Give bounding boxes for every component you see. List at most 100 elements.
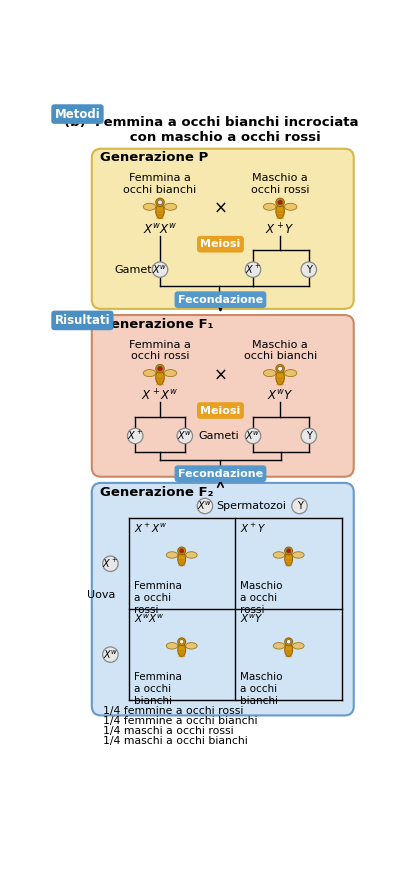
Ellipse shape [156, 217, 164, 219]
Ellipse shape [156, 378, 164, 379]
Text: Fecondazione: Fecondazione [178, 469, 263, 479]
Text: $X^wY$: $X^wY$ [240, 613, 263, 626]
Text: $X^w$: $X^w$ [152, 263, 168, 275]
Ellipse shape [285, 653, 293, 655]
Ellipse shape [285, 561, 293, 564]
Ellipse shape [156, 211, 164, 213]
Ellipse shape [276, 384, 284, 385]
Circle shape [245, 429, 261, 444]
Ellipse shape [284, 203, 297, 210]
Circle shape [285, 638, 293, 646]
Circle shape [245, 262, 261, 277]
Ellipse shape [276, 217, 284, 219]
Text: Generazione F₂: Generazione F₂ [100, 487, 213, 500]
Ellipse shape [178, 565, 185, 567]
Ellipse shape [166, 552, 178, 558]
Ellipse shape [164, 370, 177, 377]
Ellipse shape [276, 204, 284, 218]
Circle shape [301, 429, 316, 444]
Ellipse shape [156, 204, 164, 218]
Text: Maschio a
occhi rossi: Maschio a occhi rossi [251, 173, 309, 195]
Text: Femmina
a occhi
rossi: Femmina a occhi rossi [133, 582, 182, 614]
Ellipse shape [143, 203, 156, 210]
Circle shape [157, 200, 162, 205]
Text: $X^+$: $X^+$ [102, 557, 118, 570]
Ellipse shape [276, 380, 284, 383]
Ellipse shape [263, 203, 276, 210]
Ellipse shape [156, 380, 164, 383]
Text: 1/4 maschi a occhi rossi: 1/4 maschi a occhi rossi [103, 726, 233, 737]
FancyBboxPatch shape [92, 483, 354, 715]
Circle shape [103, 647, 118, 663]
Text: ×: × [213, 366, 227, 384]
Text: $X^wX^w$: $X^wX^w$ [133, 613, 164, 626]
Circle shape [178, 547, 185, 554]
Text: Maschio
a occhi
rossi: Maschio a occhi rossi [240, 582, 282, 614]
Text: Metodi: Metodi [55, 107, 101, 121]
Circle shape [127, 429, 143, 444]
Circle shape [103, 556, 118, 571]
Text: Fecondazione: Fecondazione [178, 295, 263, 304]
Ellipse shape [263, 370, 276, 377]
Circle shape [286, 549, 291, 554]
Ellipse shape [285, 565, 293, 567]
Ellipse shape [276, 378, 284, 379]
Ellipse shape [276, 211, 284, 213]
Ellipse shape [273, 552, 285, 558]
Ellipse shape [166, 642, 178, 649]
Ellipse shape [285, 559, 293, 561]
Ellipse shape [293, 642, 304, 649]
Text: 1/4 femmine a occhi rossi: 1/4 femmine a occhi rossi [103, 707, 243, 716]
Text: Generazione F₁: Generazione F₁ [100, 318, 213, 331]
Ellipse shape [285, 553, 293, 566]
Text: $X^wX^w$: $X^wX^w$ [143, 223, 177, 237]
Text: $X^w$: $X^w$ [177, 429, 192, 442]
Ellipse shape [178, 650, 185, 652]
Ellipse shape [285, 650, 293, 652]
Text: Maschio
a occhi
bianchi: Maschio a occhi bianchi [240, 672, 282, 706]
Ellipse shape [178, 553, 185, 566]
Text: Gameti: Gameti [115, 265, 156, 275]
Text: $X^wY$: $X^wY$ [267, 389, 293, 403]
Circle shape [180, 640, 184, 644]
Ellipse shape [178, 653, 185, 655]
Text: Femmina a
occhi rossi: Femmina a occhi rossi [129, 340, 191, 362]
Circle shape [157, 366, 162, 371]
Ellipse shape [156, 384, 164, 385]
Circle shape [178, 638, 185, 646]
Ellipse shape [178, 643, 185, 656]
Text: $X^w$: $X^w$ [245, 429, 261, 442]
Ellipse shape [276, 370, 284, 385]
FancyBboxPatch shape [92, 149, 354, 309]
Text: $X^+Y$: $X^+Y$ [240, 522, 267, 535]
Text: Y: Y [297, 501, 302, 511]
Ellipse shape [285, 643, 293, 656]
Text: Maschio a
occhi bianchi: Maschio a occhi bianchi [243, 340, 317, 362]
Text: ×: × [213, 200, 227, 217]
Circle shape [156, 198, 164, 207]
Text: Y: Y [306, 265, 312, 275]
Ellipse shape [284, 370, 297, 377]
Ellipse shape [276, 214, 284, 216]
Text: Risultati: Risultati [55, 314, 110, 327]
Circle shape [278, 366, 283, 371]
Ellipse shape [156, 214, 164, 216]
Circle shape [286, 640, 291, 644]
Text: $X^+X^w$: $X^+X^w$ [141, 388, 179, 404]
Ellipse shape [178, 559, 185, 561]
Text: $X^w$: $X^w$ [103, 649, 118, 661]
Circle shape [301, 262, 316, 277]
Text: $X^+$: $X^+$ [245, 263, 261, 276]
Ellipse shape [143, 370, 156, 377]
Ellipse shape [273, 642, 285, 649]
Text: Y: Y [306, 431, 312, 441]
Text: Uova: Uova [87, 590, 115, 600]
Ellipse shape [293, 552, 304, 558]
Text: 1/4 femmine a occhi bianchi: 1/4 femmine a occhi bianchi [103, 716, 257, 726]
Ellipse shape [178, 656, 185, 657]
Text: Femmina
a occhi
bianchi: Femmina a occhi bianchi [133, 672, 182, 706]
Circle shape [152, 262, 168, 277]
FancyBboxPatch shape [92, 315, 354, 477]
Ellipse shape [178, 561, 185, 564]
Text: 1/4 maschi a occhi bianchi: 1/4 maschi a occhi bianchi [103, 737, 247, 746]
